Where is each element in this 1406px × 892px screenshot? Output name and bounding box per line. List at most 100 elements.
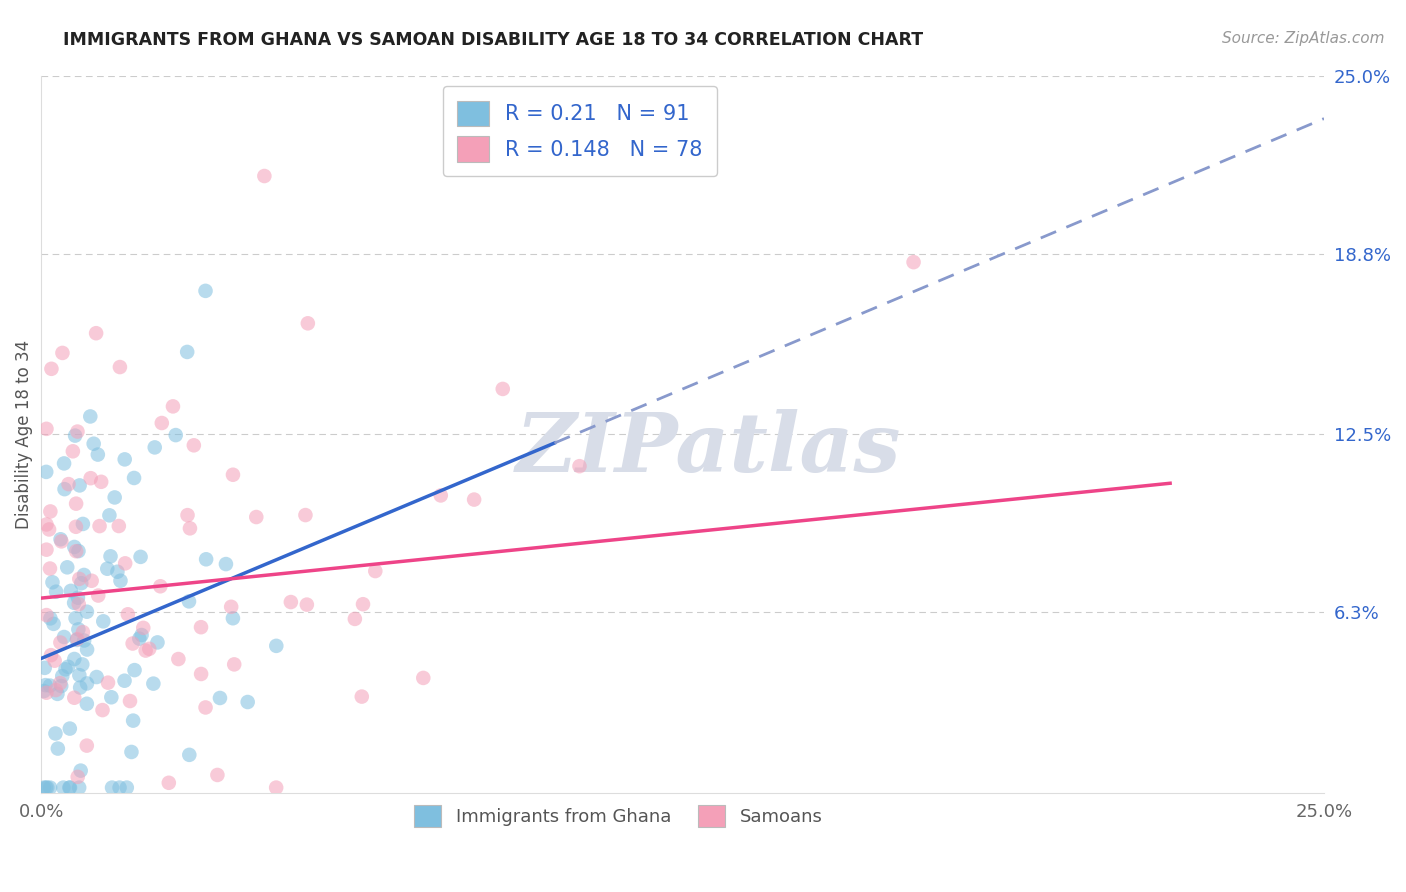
Point <box>66 632 89 646</box>
Point <box>118 694 141 708</box>
Point <box>67 623 90 637</box>
Point <box>108 359 131 374</box>
Point <box>35 542 58 557</box>
Point <box>39 611 62 625</box>
Point <box>35 780 58 795</box>
Point <box>101 780 124 795</box>
Point <box>568 459 591 474</box>
Point <box>91 703 114 717</box>
Point <box>343 612 366 626</box>
Point <box>84 326 107 341</box>
Point <box>86 670 108 684</box>
Point <box>53 457 76 471</box>
Point <box>45 683 67 698</box>
Point <box>59 780 82 795</box>
Legend: Immigrants from Ghana, Samoans: Immigrants from Ghana, Samoans <box>408 798 830 835</box>
Point <box>350 690 373 704</box>
Point <box>115 780 138 795</box>
Point <box>352 597 374 611</box>
Point <box>167 652 190 666</box>
Point <box>66 632 89 647</box>
Point <box>429 488 451 502</box>
Point <box>66 770 89 784</box>
Point <box>87 589 110 603</box>
Text: ZIPatlas: ZIPatlas <box>516 409 901 489</box>
Point <box>59 722 82 736</box>
Point <box>67 572 90 586</box>
Point <box>138 641 160 656</box>
Point <box>72 625 94 640</box>
Point <box>51 346 73 360</box>
Point <box>190 620 212 634</box>
Point <box>73 568 96 582</box>
Point <box>412 671 434 685</box>
Text: IMMIGRANTS FROM GHANA VS SAMOAN DISABILITY AGE 18 TO 34 CORRELATION CHART: IMMIGRANTS FROM GHANA VS SAMOAN DISABILI… <box>63 31 924 49</box>
Point <box>117 607 139 622</box>
Point <box>67 780 90 795</box>
Point <box>32 684 55 698</box>
Point <box>96 562 118 576</box>
Point <box>65 611 87 625</box>
Point <box>46 687 69 701</box>
Point <box>63 690 86 705</box>
Point <box>66 425 89 439</box>
Point <box>295 598 318 612</box>
Point <box>364 564 387 578</box>
Point <box>73 633 96 648</box>
Point <box>53 630 76 644</box>
Point <box>903 255 925 269</box>
Point <box>39 561 62 575</box>
Point <box>69 764 91 778</box>
Point <box>146 635 169 649</box>
Point <box>245 510 267 524</box>
Point <box>35 608 58 623</box>
Point <box>67 597 90 611</box>
Point <box>35 686 58 700</box>
Point <box>63 540 86 554</box>
Point <box>129 549 152 564</box>
Point <box>63 428 86 442</box>
Point <box>91 615 114 629</box>
Point <box>280 595 302 609</box>
Point <box>179 521 201 535</box>
Point <box>46 741 69 756</box>
Point <box>463 492 485 507</box>
Point <box>44 654 66 668</box>
Point <box>114 452 136 467</box>
Point <box>120 745 142 759</box>
Point <box>41 575 63 590</box>
Point <box>34 661 56 675</box>
Point <box>72 657 94 672</box>
Point <box>195 552 218 566</box>
Point <box>110 574 132 588</box>
Point <box>59 583 82 598</box>
Point <box>194 284 217 298</box>
Point <box>56 560 79 574</box>
Point <box>100 549 122 564</box>
Point <box>157 776 180 790</box>
Point <box>122 714 145 728</box>
Point <box>165 428 187 442</box>
Point <box>294 508 316 522</box>
Point <box>66 591 89 605</box>
Point <box>34 678 56 692</box>
Point <box>121 636 143 650</box>
Point <box>38 523 60 537</box>
Point <box>264 780 287 795</box>
Point <box>41 361 63 376</box>
Point <box>179 747 201 762</box>
Point <box>49 635 72 649</box>
Point <box>45 584 67 599</box>
Point <box>69 478 91 492</box>
Point <box>55 662 77 676</box>
Point <box>35 465 58 479</box>
Point <box>39 648 62 662</box>
Point <box>219 599 242 614</box>
Point <box>51 534 73 549</box>
Point <box>58 780 80 795</box>
Point <box>108 519 131 533</box>
Point <box>190 667 212 681</box>
Point <box>56 660 79 674</box>
Point <box>149 579 172 593</box>
Point <box>215 557 238 571</box>
